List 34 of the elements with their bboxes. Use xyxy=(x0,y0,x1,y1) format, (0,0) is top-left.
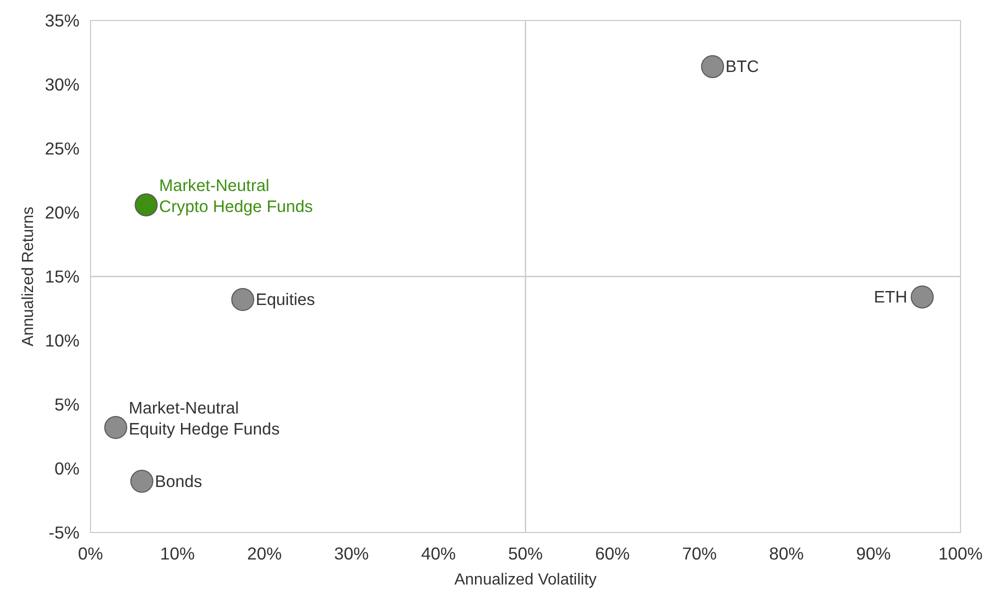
x-tick-label: 10% xyxy=(160,544,195,564)
series-label: Market-Neutral Equity Hedge Funds xyxy=(128,398,280,438)
y-tick-label: 10% xyxy=(44,330,80,350)
x-tick-label: 50% xyxy=(508,544,543,564)
y-tick-label: 30% xyxy=(44,74,80,94)
x-tick-label: 30% xyxy=(334,544,369,564)
y-tick-label: 25% xyxy=(44,138,80,158)
x-axis-title: Annualized Volatility xyxy=(454,572,597,588)
point xyxy=(231,288,254,312)
y-tick-label: 35% xyxy=(44,10,80,30)
x-tick-label: 60% xyxy=(595,544,630,564)
point xyxy=(701,55,724,78)
x-tick-label: 70% xyxy=(682,544,717,564)
series-label: Market-Neutral Crypto Hedge Funds xyxy=(159,176,313,216)
series-label: BTC xyxy=(726,57,759,76)
series-label: ETH xyxy=(874,287,908,306)
point xyxy=(134,193,158,216)
y-tick-label: 0% xyxy=(54,458,80,478)
y-tick-label: 15% xyxy=(44,266,80,286)
y-tick-label: 20% xyxy=(44,202,80,222)
point xyxy=(130,470,154,493)
y-tick-label: 5% xyxy=(54,394,80,414)
series-label: Equities xyxy=(256,290,316,310)
point xyxy=(104,416,128,440)
x-tick-label: 90% xyxy=(856,544,891,564)
y-tick-label: -5% xyxy=(48,522,80,542)
series-label: Bonds xyxy=(154,472,202,491)
x-tick-label: 0% xyxy=(78,544,104,564)
x-tick-label: 20% xyxy=(247,544,282,564)
y-axis-title: Annualized Returns xyxy=(20,206,37,346)
point xyxy=(910,286,934,308)
x-tick-label: 80% xyxy=(769,544,804,564)
x-tick-label: 40% xyxy=(421,544,456,564)
x-tick-label: 100% xyxy=(938,544,983,564)
